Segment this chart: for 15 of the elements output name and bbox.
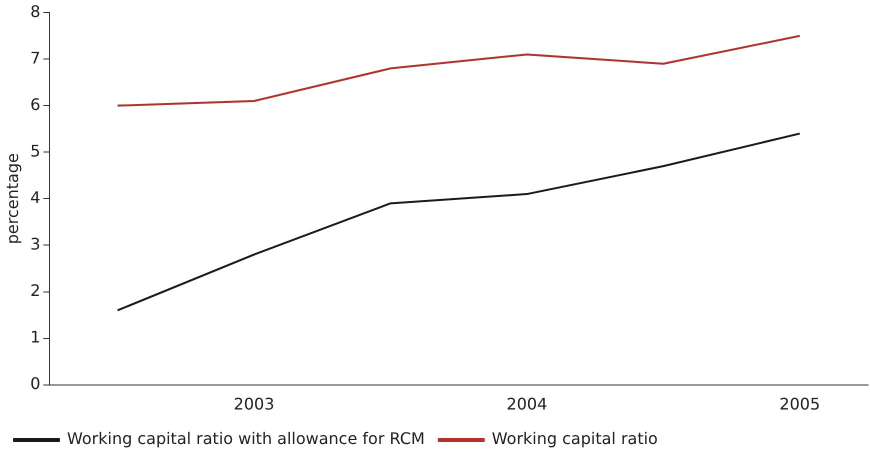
y-tick-label: 4 (30, 188, 40, 207)
y-tick-label: 0 (30, 374, 40, 393)
x-tick-label: 2005 (779, 394, 820, 414)
y-tick-label: 1 (30, 327, 40, 346)
y-tick-label: 2 (30, 280, 40, 300)
legend-label: Working capital ratio (492, 429, 658, 448)
y-tick-label: 7 (30, 48, 40, 68)
y-tick-label: 5 (30, 141, 40, 160)
x-tick-label: 2003 (234, 394, 274, 414)
x-tick-label: 2004 (506, 394, 548, 414)
y-tick-label: 3 (30, 234, 40, 254)
y-tick-label: 8 (30, 2, 40, 21)
legend-label: Working capital ratio with allowance for RCM (67, 429, 425, 448)
y-axis-title: percentage (2, 153, 22, 244)
y-tick-label: 6 (30, 94, 40, 114)
